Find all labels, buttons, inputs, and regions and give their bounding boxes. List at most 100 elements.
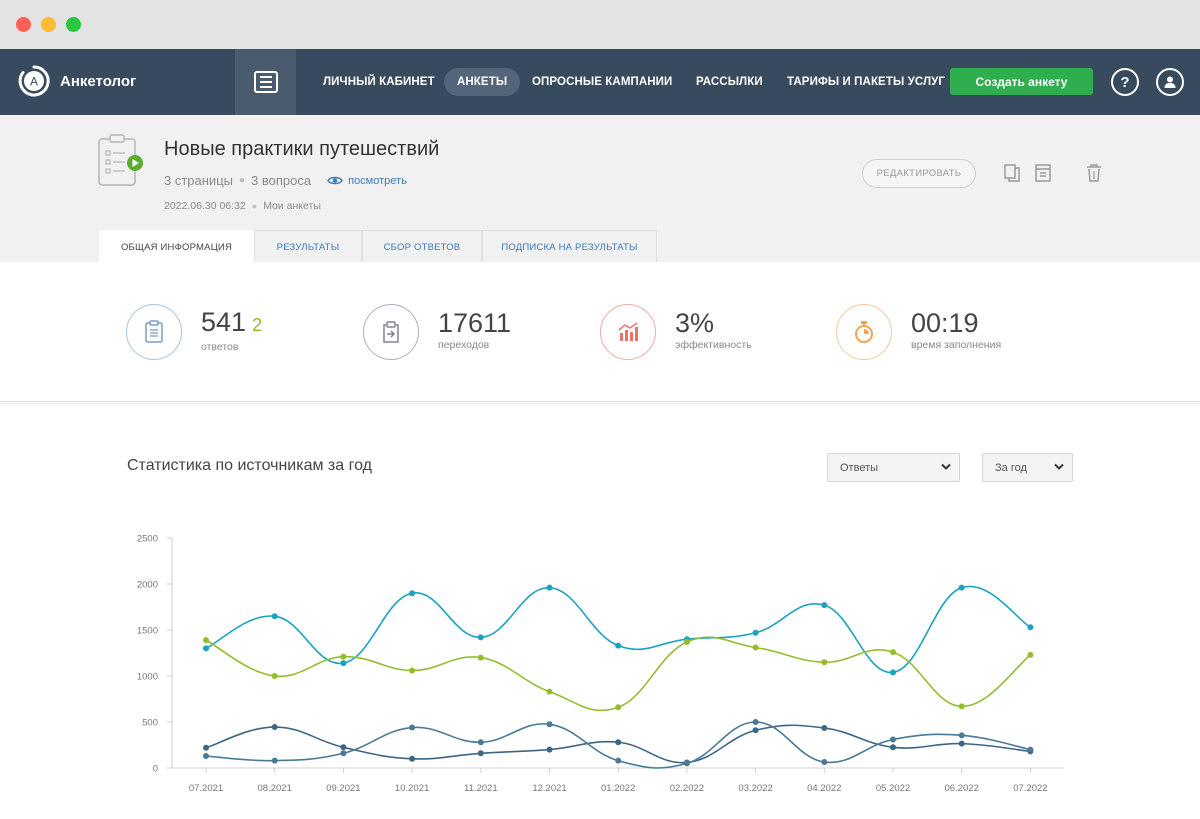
survey-title: Новые практики путешествий [164, 138, 440, 160]
efficiency-value: 3% [675, 308, 715, 338]
transition-icon [363, 304, 419, 360]
minimize-window-button[interactable] [41, 17, 56, 32]
period-select[interactable]: За год [982, 453, 1073, 482]
data-point [271, 673, 278, 679]
create-survey-button[interactable]: Создать анкету [950, 68, 1093, 95]
data-point [752, 644, 759, 651]
metric-select-value: Ответы [840, 461, 879, 474]
profile-button[interactable] [1156, 68, 1184, 96]
nav-item-campaigns[interactable]: ОПРОСНЫЕ КАМПАНИИ [532, 76, 673, 88]
data-point [409, 724, 416, 731]
help-button[interactable]: ? [1111, 68, 1139, 96]
responses-value: 541 [201, 306, 247, 337]
data-point [890, 744, 896, 751]
data-point [477, 750, 484, 757]
x-tick-label: 09.2021 [326, 783, 360, 794]
data-point [477, 654, 484, 661]
data-point [683, 636, 690, 643]
data-point [615, 704, 622, 711]
user-icon [1164, 76, 1176, 88]
svg-text:A: A [30, 75, 38, 89]
x-tick-label: 07.2022 [1013, 783, 1047, 794]
nav-item-tariffs[interactable]: ТАРИФЫ И ПАКЕТЫ УСЛУГ [787, 76, 946, 88]
fill-time-value: 00:19 [911, 308, 979, 338]
survey-folder[interactable]: Мои анкеты [263, 200, 321, 212]
view-survey-link[interactable]: посмотреть [327, 175, 407, 187]
view-survey-label: посмотреть [348, 174, 407, 187]
data-point [546, 721, 553, 728]
help-icon: ? [1120, 73, 1130, 91]
data-point [958, 740, 965, 747]
series-line-2 [205, 636, 1031, 712]
data-point [958, 732, 965, 739]
data-point [890, 649, 896, 656]
series-line-4 [205, 721, 1031, 769]
data-point [615, 739, 622, 746]
data-point [203, 637, 209, 644]
responses-label: ответов [201, 340, 239, 353]
data-point [409, 667, 416, 674]
tab-response-collection[interactable]: СБОР ОТВЕТОВ [362, 230, 482, 263]
x-tick-label: 10.2021 [395, 783, 429, 794]
x-tick-label: 07.2021 [189, 783, 223, 794]
data-point [958, 703, 965, 710]
section-divider [0, 402, 1200, 408]
y-tick-label: 500 [142, 718, 158, 729]
data-point [683, 759, 690, 766]
data-point [203, 753, 209, 760]
period-select-value: За год [995, 461, 1027, 474]
hamburger-menu-button[interactable] [235, 49, 296, 115]
data-point [1027, 746, 1034, 753]
data-point [340, 660, 347, 667]
brand-logo[interactable]: A Анкетолог [18, 65, 136, 97]
data-point [546, 746, 553, 753]
archive-icon[interactable] [1034, 163, 1052, 183]
data-point [1027, 651, 1034, 658]
menu-icon [253, 71, 278, 93]
close-window-button[interactable] [16, 17, 31, 32]
questions-count: 3 вопроса [251, 173, 312, 188]
x-tick-label: 12.2021 [532, 783, 566, 794]
clipboard-icon [126, 304, 182, 360]
tab-results-subscription[interactable]: ПОДПИСКА НА РЕЗУЛЬТАТЫ [482, 230, 657, 263]
metric-select[interactable]: Ответы [827, 453, 960, 482]
data-point [340, 744, 347, 751]
copy-icon[interactable] [1003, 163, 1021, 183]
edit-survey-button[interactable]: РЕДАКТИРОВАТЬ [862, 159, 976, 188]
data-point [477, 634, 484, 641]
x-tick-label: 01.2022 [601, 783, 635, 794]
data-point [821, 602, 828, 609]
survey-date-meta: 2022.06.30 06:32 ● Мои анкеты [164, 200, 321, 212]
data-point [1027, 624, 1034, 631]
survey-date: 2022.06.30 06:32 [164, 200, 246, 212]
x-tick-label: 04.2022 [807, 783, 841, 794]
data-point [683, 760, 690, 767]
y-tick-label: 1500 [137, 626, 158, 637]
x-tick-label: 05.2022 [876, 783, 910, 794]
separator-dot: ● [239, 175, 246, 186]
brand-name: Анкетолог [60, 72, 137, 90]
series-line-3 [205, 724, 1031, 764]
data-point [752, 719, 759, 725]
data-point [683, 638, 690, 645]
growth-chart-icon [600, 304, 656, 360]
data-point [821, 724, 828, 731]
data-point [340, 750, 347, 757]
y-tick-label: 0 [153, 764, 158, 775]
tab-results[interactable]: РЕЗУЛЬТАТЫ [254, 230, 362, 263]
nav-item-dashboard[interactable]: ЛИЧНЫЙ КАБИНЕТ [323, 76, 435, 88]
tab-general-info[interactable]: ОБЩАЯ ИНФОРМАЦИЯ [99, 230, 254, 263]
nav-item-surveys[interactable]: АНКЕТЫ [444, 68, 521, 96]
maximize-window-button[interactable] [66, 17, 81, 32]
data-point [477, 739, 484, 746]
data-point [203, 744, 209, 751]
data-point [752, 727, 759, 734]
data-point [203, 645, 209, 652]
data-point [1027, 748, 1034, 755]
data-point [890, 736, 896, 743]
nav-item-mailings[interactable]: РАССЫЛКИ [696, 76, 763, 88]
data-point [821, 659, 828, 666]
trash-icon[interactable] [1085, 163, 1103, 183]
stopwatch-icon [836, 304, 892, 360]
data-point [271, 613, 278, 620]
